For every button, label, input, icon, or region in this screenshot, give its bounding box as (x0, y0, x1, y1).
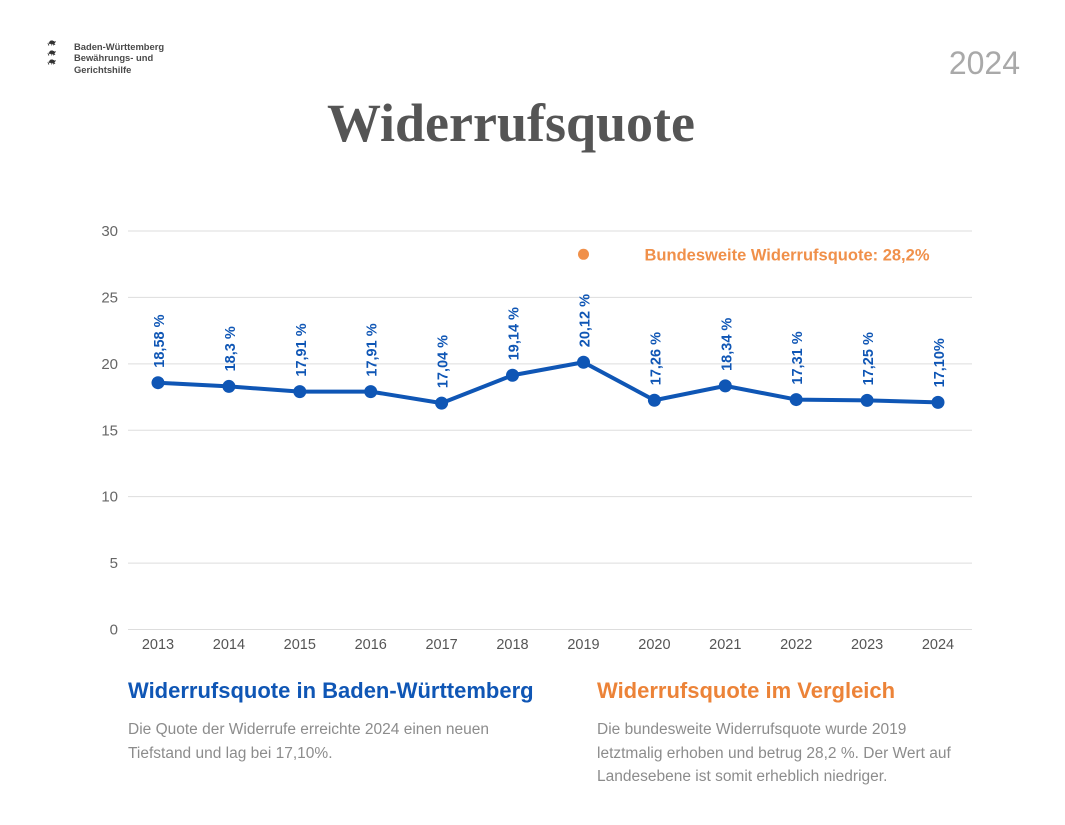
svg-text:18,58 %: 18,58 % (152, 314, 168, 367)
svg-text:19,14 %: 19,14 % (507, 307, 523, 360)
svg-text:25: 25 (101, 289, 118, 306)
svg-text:5: 5 (110, 555, 118, 572)
svg-text:18,3 %: 18,3 % (223, 326, 239, 371)
svg-text:2015: 2015 (284, 637, 316, 653)
svg-text:2016: 2016 (355, 637, 387, 653)
svg-text:17,26 %: 17,26 % (648, 332, 664, 385)
svg-text:20: 20 (101, 356, 118, 373)
svg-text:30: 30 (101, 223, 118, 240)
svg-text:10: 10 (101, 489, 118, 506)
svg-text:2018: 2018 (496, 637, 528, 653)
svg-text:2017: 2017 (425, 637, 457, 653)
svg-text:2021: 2021 (709, 637, 741, 653)
svg-text:17,31 %: 17,31 % (790, 331, 806, 384)
svg-text:17,10%: 17,10% (932, 338, 948, 387)
svg-text:2020: 2020 (638, 637, 670, 653)
svg-text:17,25 %: 17,25 % (861, 332, 877, 385)
svg-text:17,04 %: 17,04 % (436, 335, 452, 388)
svg-text:2014: 2014 (213, 637, 245, 653)
svg-text:2013: 2013 (142, 637, 174, 653)
svg-text:0: 0 (110, 622, 118, 639)
svg-text:20,12 %: 20,12 % (578, 294, 594, 347)
svg-text:2024: 2024 (922, 637, 954, 653)
svg-text:2019: 2019 (567, 637, 599, 653)
svg-text:17,91 %: 17,91 % (294, 323, 310, 376)
svg-text:18,34 %: 18,34 % (719, 318, 735, 371)
svg-text:17,91 %: 17,91 % (365, 323, 381, 376)
svg-text:Bundesweite Widerrufsquote: 28: Bundesweite Widerrufsquote: 28,2% (645, 246, 930, 264)
svg-text:2023: 2023 (851, 637, 883, 653)
svg-text:15: 15 (101, 422, 118, 439)
svg-text:2022: 2022 (780, 637, 812, 653)
